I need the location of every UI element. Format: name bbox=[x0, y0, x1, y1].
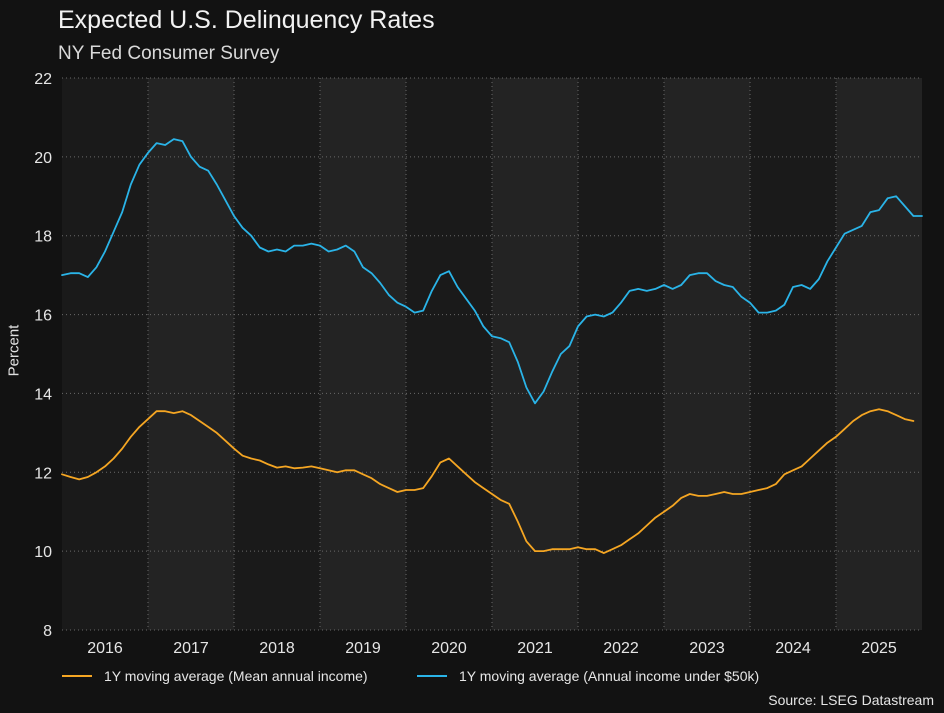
plot-bands bbox=[62, 78, 922, 630]
plot-band bbox=[750, 78, 836, 630]
legend-item-mean-income: 1Y moving average (Mean annual income) bbox=[62, 668, 368, 684]
plot-band bbox=[148, 78, 234, 630]
y-tick-label: 16 bbox=[34, 308, 52, 325]
x-tick-label: 2023 bbox=[689, 640, 725, 657]
x-tick-labels: 2016 2017 2018 2019 2020 2021 2022 2023 2024 2025 bbox=[87, 640, 897, 657]
series-line-mean-income bbox=[61, 408, 915, 554]
grid-lines bbox=[62, 77, 922, 631]
plot-band bbox=[664, 78, 750, 630]
plot-band bbox=[406, 78, 492, 630]
plot-band bbox=[234, 78, 320, 630]
y-tick-label: 18 bbox=[34, 229, 52, 246]
plot-band bbox=[62, 78, 148, 630]
y-tick-label: 20 bbox=[34, 150, 52, 167]
y-tick-labels: 8 10 12 14 16 18 20 22 bbox=[34, 71, 52, 640]
y-tick-label: 22 bbox=[34, 71, 52, 88]
plot-band bbox=[492, 78, 578, 630]
legend-swatch-mean-income bbox=[62, 675, 92, 677]
x-tick-label: 2022 bbox=[603, 640, 639, 657]
series-line-under-50k bbox=[61, 138, 923, 405]
series-lines bbox=[61, 138, 923, 554]
chart-title: Expected U.S. Delinquency Rates bbox=[58, 6, 435, 34]
source-note: Source: LSEG Datastream bbox=[768, 692, 934, 708]
y-tick-label: 8 bbox=[43, 623, 52, 640]
chart-subtitle: NY Fed Consumer Survey bbox=[58, 43, 280, 64]
legend-swatch-under-50k bbox=[417, 675, 447, 677]
legend-item-under-50k: 1Y moving average (Annual income under $… bbox=[417, 668, 759, 684]
legend-label-under-50k: 1Y moving average (Annual income under $… bbox=[459, 668, 760, 684]
y-tick-label: 10 bbox=[34, 544, 52, 561]
x-tick-label: 2021 bbox=[517, 640, 553, 657]
x-tick-label: 2017 bbox=[173, 640, 209, 657]
legend-label-mean-income: 1Y moving average (Mean annual income) bbox=[104, 668, 368, 684]
plot-band bbox=[578, 78, 664, 630]
x-tick-label: 2018 bbox=[259, 640, 295, 657]
x-tick-label: 2024 bbox=[775, 640, 811, 657]
y-tick-label: 12 bbox=[34, 465, 52, 482]
plot-band bbox=[320, 78, 406, 630]
x-tick-label: 2016 bbox=[87, 640, 123, 657]
x-tick-label: 2020 bbox=[431, 640, 467, 657]
x-tick-label: 2019 bbox=[345, 640, 381, 657]
plot-band bbox=[836, 78, 922, 630]
y-tick-label: 14 bbox=[34, 386, 52, 403]
x-tick-label: 2025 bbox=[861, 640, 897, 657]
